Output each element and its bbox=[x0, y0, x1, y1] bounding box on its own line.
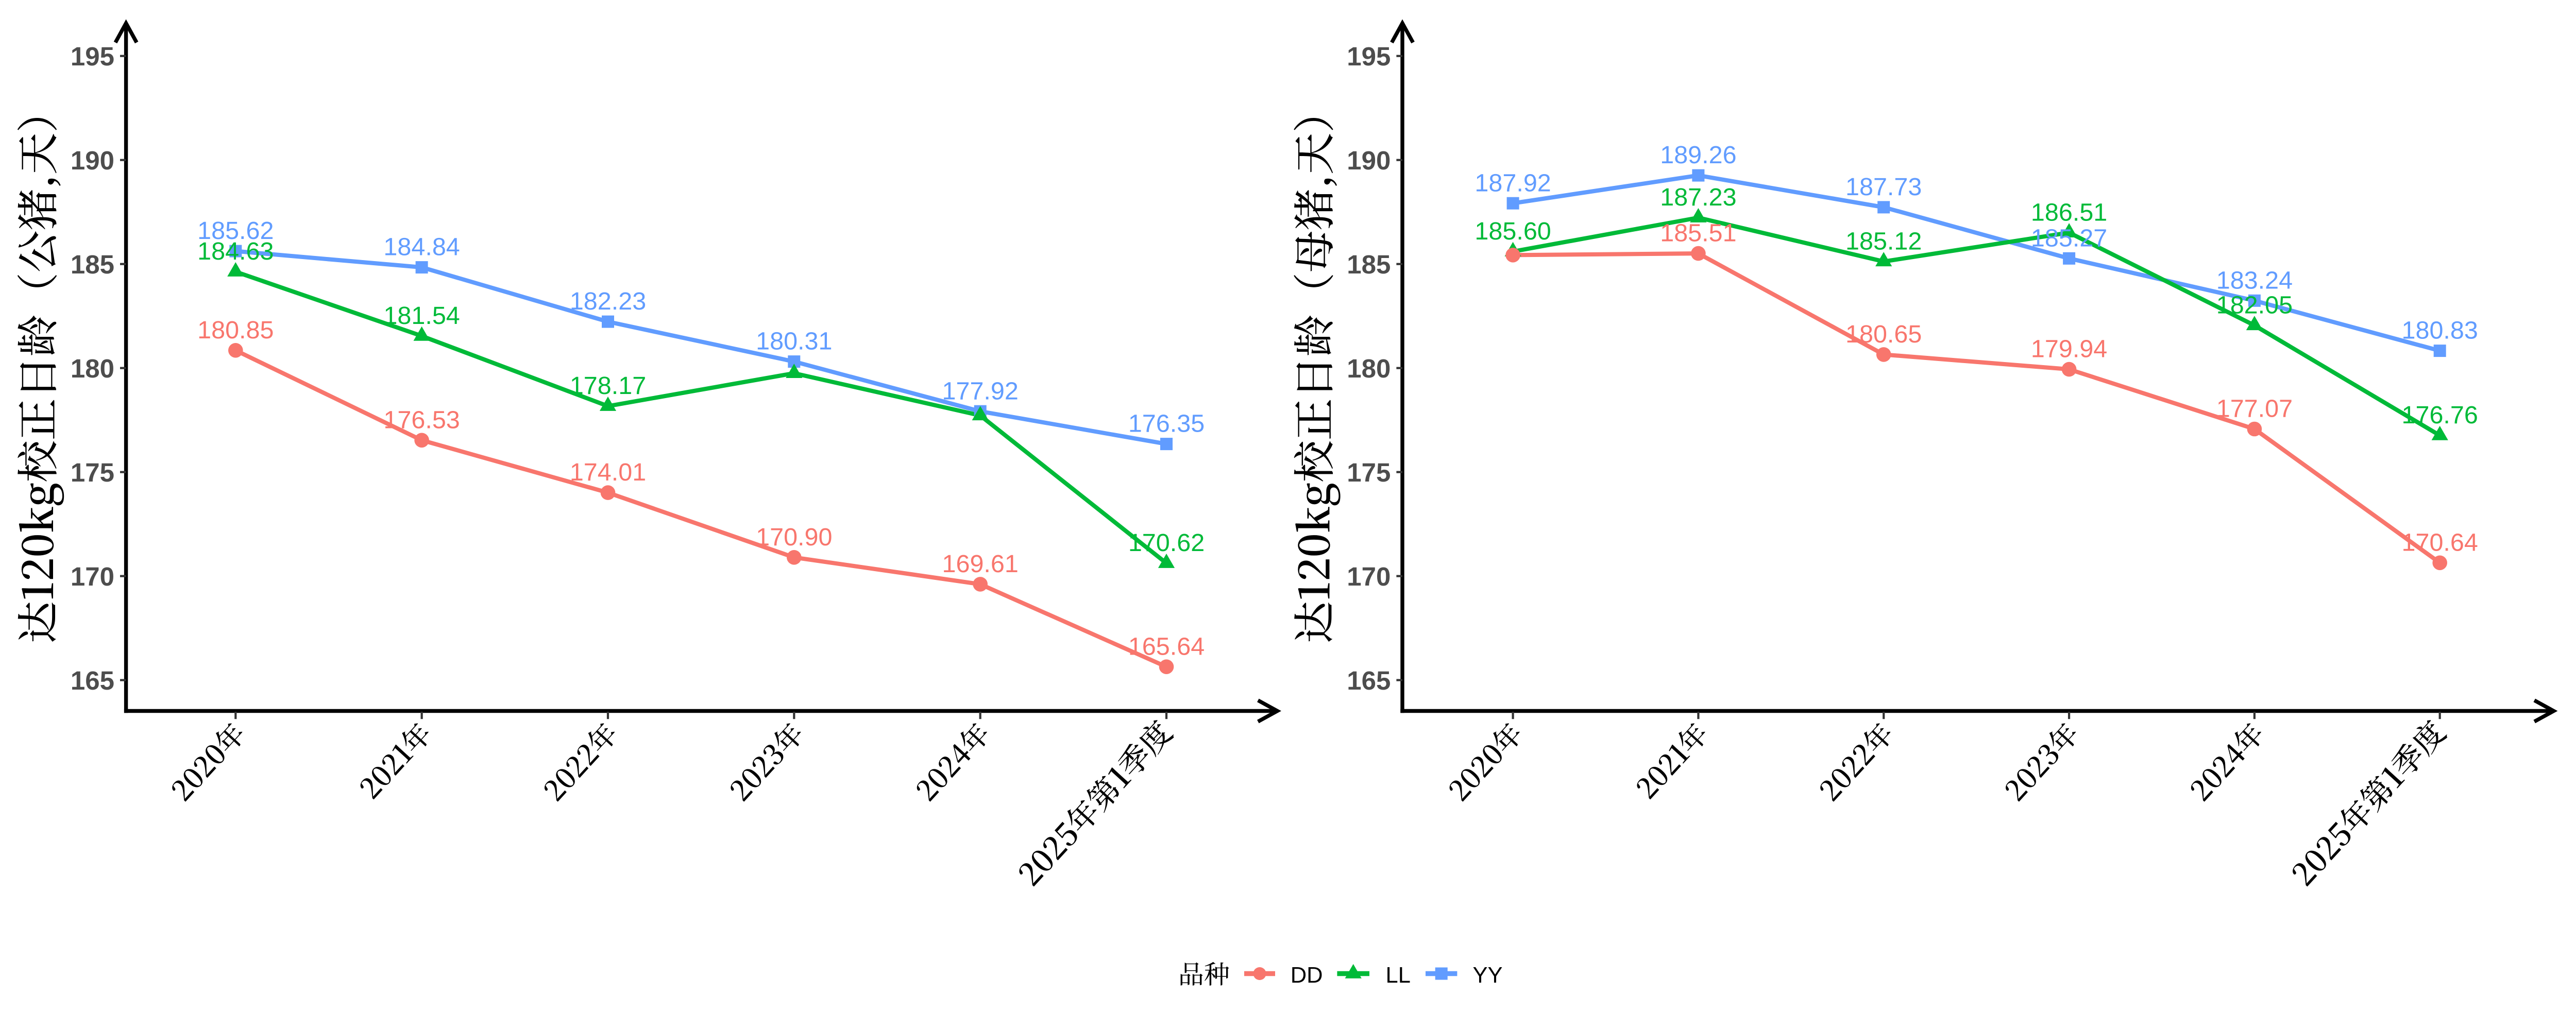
svg-text:180: 180 bbox=[1347, 354, 1391, 383]
svg-text:176.76: 176.76 bbox=[2402, 401, 2478, 429]
svg-text:170.90: 170.90 bbox=[756, 523, 832, 551]
svg-text:187.92: 187.92 bbox=[1475, 169, 1551, 197]
svg-text:180.85: 180.85 bbox=[197, 316, 274, 344]
svg-text:195: 195 bbox=[1347, 42, 1391, 71]
svg-text:170.64: 170.64 bbox=[2402, 528, 2478, 556]
svg-text:170.62: 170.62 bbox=[1128, 529, 1205, 557]
svg-text:174.01: 174.01 bbox=[570, 458, 646, 486]
svg-text:175: 175 bbox=[71, 458, 114, 487]
svg-text:190: 190 bbox=[1347, 146, 1391, 175]
svg-text:165: 165 bbox=[71, 666, 114, 695]
svg-text:170: 170 bbox=[1347, 562, 1391, 591]
svg-text:177.92: 177.92 bbox=[942, 377, 1019, 405]
svg-text:176.53: 176.53 bbox=[383, 406, 460, 434]
svg-text:178.17: 178.17 bbox=[570, 372, 646, 400]
svg-text:186.51: 186.51 bbox=[2031, 198, 2107, 226]
svg-text:182.05: 182.05 bbox=[2216, 291, 2293, 319]
svg-text:183.24: 183.24 bbox=[2216, 266, 2293, 294]
svg-text:YY: YY bbox=[1473, 963, 1503, 988]
svg-text:185.60: 185.60 bbox=[1475, 217, 1551, 245]
svg-text:176.35: 176.35 bbox=[1128, 410, 1205, 438]
svg-text:182.23: 182.23 bbox=[570, 287, 646, 315]
svg-text:185.51: 185.51 bbox=[1660, 219, 1736, 247]
svg-text:185: 185 bbox=[1347, 250, 1391, 279]
svg-text:181.54: 181.54 bbox=[383, 302, 460, 330]
svg-text:179.94: 179.94 bbox=[2031, 335, 2107, 363]
svg-text:180.83: 180.83 bbox=[2402, 317, 2478, 345]
svg-text:187.73: 187.73 bbox=[1845, 173, 1922, 201]
svg-text:184.63: 184.63 bbox=[197, 237, 274, 265]
svg-text:189.26: 189.26 bbox=[1660, 141, 1736, 169]
svg-text:185.27: 185.27 bbox=[2031, 224, 2107, 252]
svg-text:187.23: 187.23 bbox=[1660, 183, 1736, 211]
svg-text:180: 180 bbox=[71, 354, 114, 383]
svg-text:180.31: 180.31 bbox=[756, 328, 832, 355]
svg-text:165.64: 165.64 bbox=[1128, 632, 1205, 660]
svg-text:185.62: 185.62 bbox=[197, 217, 274, 245]
svg-text:170: 170 bbox=[71, 562, 114, 591]
svg-text:LL: LL bbox=[1386, 963, 1411, 988]
svg-text:175: 175 bbox=[1347, 458, 1391, 487]
svg-text:180.65: 180.65 bbox=[1845, 320, 1922, 348]
svg-text:185: 185 bbox=[71, 250, 114, 279]
svg-text:165: 165 bbox=[1347, 666, 1391, 695]
svg-text:177.07: 177.07 bbox=[2216, 395, 2293, 423]
svg-text:185.12: 185.12 bbox=[1845, 227, 1922, 255]
svg-text:169.61: 169.61 bbox=[942, 550, 1019, 578]
svg-text:195: 195 bbox=[71, 42, 114, 71]
svg-text:DD: DD bbox=[1291, 963, 1323, 988]
svg-text:184.84: 184.84 bbox=[383, 233, 460, 261]
svg-text:190: 190 bbox=[71, 146, 114, 175]
